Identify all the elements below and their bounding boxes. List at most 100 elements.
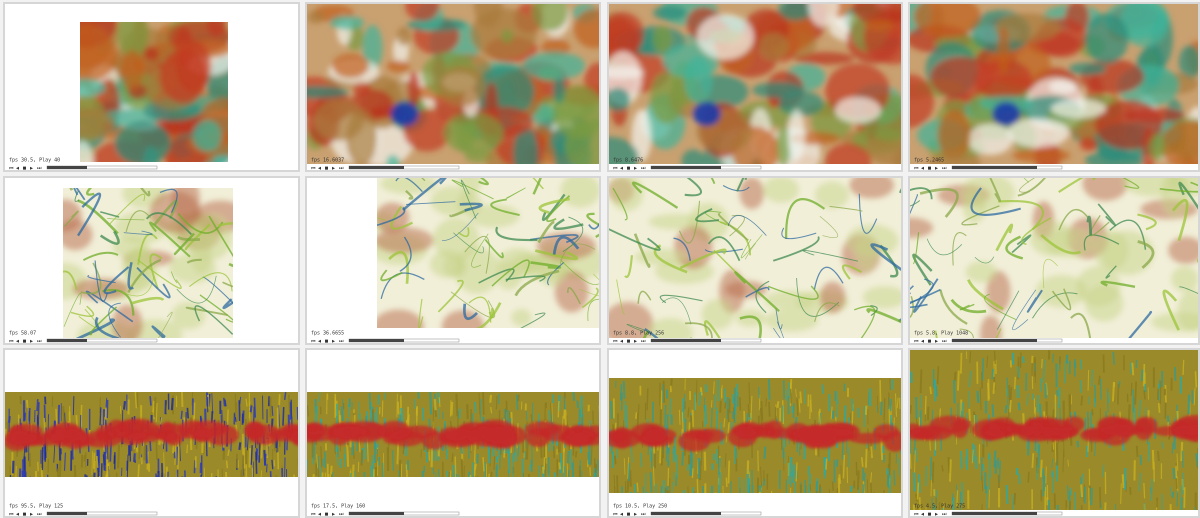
render-panel: fps 8.6476 ⏮◀ ■ ▶ ⏭ — [607, 2, 903, 172]
volume-render — [305, 392, 601, 496]
control-button[interactable]: ◀ — [921, 512, 924, 518]
control-button[interactable]: ⏮ — [9, 166, 14, 172]
volume-render — [908, 2, 1200, 172]
control-button[interactable]: ◀ — [16, 166, 19, 172]
control-button[interactable]: ⏮ — [9, 339, 14, 345]
control-button[interactable]: ■ — [23, 339, 26, 345]
control-button[interactable]: ⏮ — [311, 512, 316, 518]
control-button[interactable]: ◀ — [318, 166, 321, 172]
status-label: fps 36.6655 — [311, 331, 344, 337]
control-button[interactable]: ■ — [627, 339, 630, 345]
playback-controls: ⏮◀ ■ ▶ ⏭ — [613, 339, 761, 345]
render-panel: fps 10.5, Play 250 ⏮◀ ■ ▶ ⏭ — [607, 348, 903, 518]
render-panel: fps 16.6037 ⏮◀ ■ ▶ ⏭ — [305, 2, 601, 172]
control-button[interactable]: ▶ — [30, 512, 33, 518]
control-button[interactable]: ⏮ — [914, 166, 919, 172]
control-button[interactable]: ◀ — [921, 166, 924, 172]
status-label: fps 17.5, Play 160 — [311, 504, 365, 510]
control-button[interactable]: ■ — [627, 166, 630, 172]
control-button[interactable]: ■ — [325, 339, 328, 345]
progress-fill — [651, 166, 721, 169]
volume-render — [607, 2, 903, 172]
render-panel: fps 36.6655 ⏮◀ ■ ▶ ⏭ — [305, 176, 601, 345]
control-button[interactable]: ■ — [928, 512, 931, 518]
status-label: fps 8.8, Play 256 — [613, 331, 664, 337]
control-button[interactable]: ⏭ — [37, 339, 42, 345]
control-button[interactable]: ◀ — [620, 339, 623, 345]
control-button[interactable]: ▶ — [935, 512, 938, 518]
control-button[interactable]: ▶ — [935, 166, 938, 172]
control-button[interactable]: ▶ — [30, 166, 33, 172]
control-button[interactable]: ⏭ — [37, 166, 42, 172]
control-button[interactable]: ⏭ — [339, 512, 344, 518]
playback-controls: ⏮◀ ■ ▶ ⏭ — [311, 339, 459, 345]
control-button[interactable]: ◀ — [620, 512, 623, 518]
volume-render — [40, 176, 271, 345]
control-button[interactable]: ◀ — [318, 339, 321, 345]
control-button[interactable]: ⏮ — [9, 512, 14, 518]
control-button[interactable]: ◀ — [318, 512, 321, 518]
control-button[interactable]: ◀ — [620, 166, 623, 172]
render-panel: fps 5.2465⏮◀■▶⏭ — [908, 2, 1200, 172]
control-button[interactable]: ⏭ — [641, 166, 646, 172]
render-panel: fps 95.5, Play 125⏮◀■▶⏭ — [3, 348, 300, 518]
playback-controls: ⏮◀ ■ ▶ ⏭ — [613, 166, 761, 172]
control-button[interactable]: ⏮ — [613, 512, 618, 518]
control-button[interactable]: ⏭ — [641, 339, 646, 345]
render-panel: fps 5.8, Play 1048 ⏮◀ ■ ▶ ⏭ — [908, 176, 1200, 345]
playback-controls: ⏮◀ ■ ▶ ⏭ — [9, 512, 157, 518]
control-button[interactable]: ⏮ — [311, 166, 316, 172]
volume-render — [908, 176, 1200, 345]
control-button[interactable]: ⏭ — [942, 339, 947, 345]
control-button[interactable]: ⏭ — [37, 512, 42, 518]
volume-render — [607, 378, 903, 515]
control-button[interactable]: ▶ — [332, 339, 335, 345]
control-button[interactable]: ■ — [627, 512, 630, 518]
progress-fill — [651, 512, 721, 515]
control-button[interactable]: ■ — [325, 166, 328, 172]
control-button[interactable]: ⏭ — [942, 512, 947, 518]
status-label: fps 8.6476 — [613, 158, 643, 164]
control-button[interactable]: ▶ — [332, 166, 335, 172]
control-button[interactable]: ⏭ — [339, 339, 344, 345]
progress-fill — [349, 512, 404, 515]
control-button[interactable]: ▶ — [332, 512, 335, 518]
control-button[interactable]: ◀ — [16, 512, 19, 518]
control-button[interactable]: ⏮ — [613, 339, 618, 345]
control-button[interactable]: ■ — [928, 339, 931, 345]
control-button[interactable]: ■ — [23, 512, 26, 518]
control-button[interactable]: ▶ — [935, 339, 938, 345]
control-button[interactable]: ⏭ — [339, 166, 344, 172]
control-button[interactable]: ⏭ — [641, 512, 646, 518]
render-panel: fps 8.8, Play 256 ⏮◀ ■ ▶ ⏭ — [607, 176, 903, 345]
control-button[interactable]: ■ — [928, 166, 931, 172]
status-label: fps 10.5, Play 250 — [613, 504, 667, 510]
control-button[interactable]: ⏮ — [914, 339, 919, 345]
playback-controls: ⏮◀ ■ ▶ ⏭ — [613, 512, 761, 518]
status-label: fps 5.8, Play 1048 — [914, 331, 968, 337]
control-button[interactable]: ▶ — [634, 166, 637, 172]
status-label: fps 4.5, Play 275 — [914, 504, 965, 510]
control-button[interactable]: ◀ — [16, 339, 19, 345]
progress-fill — [952, 166, 1037, 169]
control-button[interactable]: ◀ — [921, 339, 924, 345]
control-button[interactable]: ▶ — [634, 339, 637, 345]
render-panel: fps 17.5, Play 160 ⏮◀ ■ ▶ ⏭ — [305, 348, 601, 518]
control-button[interactable]: ⏭ — [942, 166, 947, 172]
status-label: fps 16.6037 — [311, 158, 344, 164]
control-button[interactable]: ■ — [325, 512, 328, 518]
control-button[interactable]: ⏮ — [914, 512, 919, 518]
progress-fill — [47, 512, 87, 515]
render-panel: fps 30.5, Play 40 ⏮◀ ■ ▶ ⏭ — [3, 2, 300, 172]
control-button[interactable]: ▶ — [30, 339, 33, 345]
control-button[interactable]: ■ — [23, 166, 26, 172]
control-button[interactable]: ⏮ — [613, 166, 618, 172]
playback-controls: ⏮◀ ■ ▶ ⏭ — [9, 166, 157, 172]
control-button[interactable]: ▶ — [634, 512, 637, 518]
volume-render — [49, 2, 252, 172]
status-label: fps 30.5, Play 40 — [9, 158, 60, 164]
control-button[interactable]: ⏮ — [311, 339, 316, 345]
playback-controls: ⏮◀ ■ ▶ ⏭ — [9, 339, 157, 345]
progress-fill — [47, 339, 87, 342]
render-panel: fps 58.07⏮◀■▶⏭ — [3, 176, 300, 345]
